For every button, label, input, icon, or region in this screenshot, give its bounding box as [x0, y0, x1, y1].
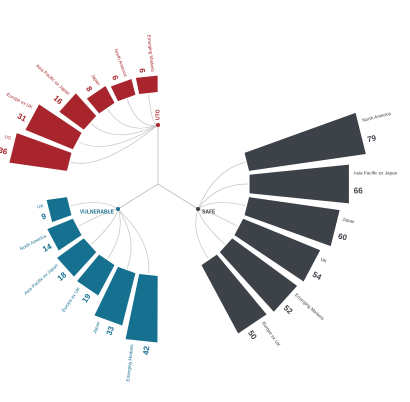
value-label-uto-japan: 8 — [84, 85, 94, 94]
value-label-uto-europe-ex-uk: 31 — [16, 111, 29, 123]
bar-uto-asia-pacific-ex-japan — [59, 93, 97, 130]
connector-safe-japan — [197, 202, 246, 210]
connector-safe-emerging-markets — [197, 208, 226, 245]
bar-uto-japan — [86, 86, 115, 114]
bar-safe-north-america — [244, 112, 366, 171]
connector-safe-europe-ex-uk — [195, 208, 209, 259]
category-label-safe-japan: Japan — [342, 216, 356, 224]
bar-safe-uk — [234, 218, 321, 282]
hub-spoke-vulnerable — [117, 183, 159, 210]
category-label-uto-japan: Japan — [90, 73, 101, 87]
category-label-vulnerable-japan: Japan — [92, 320, 101, 334]
bar-safe-emerging-markets — [219, 238, 298, 312]
value-label-safe-north-america: 79 — [366, 133, 377, 144]
value-label-safe-japan: 60 — [337, 232, 348, 243]
group-label-vulnerable: VULNERABLE — [80, 209, 115, 215]
connector-vulnerable-asia-pacific-ex-japan — [90, 208, 119, 245]
category-label-safe-emerging-markets: Emerging Markets — [294, 292, 326, 321]
category-label-vulnerable-uk: UK — [37, 203, 45, 210]
category-label-vulnerable-europe-ex-uk: Europe ex UK — [61, 286, 82, 313]
connector-vulnerable-uk — [70, 202, 119, 210]
bar-vulnerable-north-america — [47, 218, 82, 251]
connector-safe-north-america — [197, 161, 246, 210]
hub-dot-vulnerable — [116, 207, 120, 211]
category-label-uto-us: US — [4, 134, 11, 140]
connector-uto-north-america — [126, 99, 159, 126]
bar-vulnerable-uk — [46, 197, 72, 223]
value-label-uto-asia-pacific-ex-japan: 16 — [52, 94, 65, 107]
bar-safe-europe-ex-uk — [201, 254, 267, 334]
category-label-uto-emerging-markets: Emerging Markets — [146, 34, 155, 72]
bar-vulnerable-emerging-markets — [125, 274, 158, 343]
category-label-uto-asia-pacific-ex-japan: Asia Pacific ex Japan — [35, 63, 71, 96]
value-label-vulnerable-emerging-markets: 42 — [141, 345, 151, 355]
bars — [9, 75, 366, 343]
connector-lines — [70, 94, 249, 274]
group-hubs: UTO SAFE VULNERABLE — [80, 109, 216, 215]
bar-vulnerable-asia-pacific-ex-japan — [57, 238, 97, 277]
bar-uto-north-america — [110, 78, 136, 102]
category-label-safe-north-america: North America — [362, 111, 392, 123]
value-label-vulnerable-uk: 9 — [41, 212, 48, 222]
value-label-safe-uk: 54 — [311, 270, 324, 282]
connector-safe-asia-pacific-ex-japan — [197, 183, 249, 210]
connector-uto-japan — [107, 109, 159, 129]
connector-vulnerable-europe-ex-uk — [107, 208, 121, 259]
connector-vulnerable-japan — [117, 208, 132, 269]
value-label-vulnerable-europe-ex-uk: 19 — [80, 292, 93, 305]
bar-safe-asia-pacific-ex-japan — [249, 164, 349, 204]
bar-uto-emerging-markets — [135, 75, 158, 94]
value-label-safe-asia-pacific-ex-japan: 66 — [354, 187, 363, 196]
value-label-vulnerable-north-america: 14 — [41, 242, 54, 254]
connector-vulnerable-north-america — [78, 208, 119, 227]
value-label-safe-emerging-markets: 52 — [282, 303, 295, 316]
value-label-uto-emerging-markets: 6 — [137, 68, 146, 74]
hub-dot-safe — [196, 207, 200, 211]
connector-vulnerable-emerging-markets — [117, 208, 150, 274]
value-label-vulnerable-japan: 33 — [105, 325, 117, 337]
connector-uto-us — [70, 124, 159, 164]
hub-spoke-safe — [157, 183, 199, 210]
hub-dot-uto — [156, 123, 160, 127]
category-label-safe-asia-pacific-ex-japan: Asia Pacific ex Japan — [354, 170, 398, 175]
bar-safe-japan — [244, 197, 340, 247]
category-label-safe-uk: UK — [320, 257, 329, 265]
category-label-safe-europe-ex-uk: Europe ex UK — [261, 321, 282, 348]
bar-uto-europe-ex-uk — [25, 104, 82, 150]
bar-uto-us — [9, 133, 72, 171]
connector-uto-asia-pacific-ex-japan — [90, 123, 159, 136]
group-label-uto: UTO — [155, 109, 161, 120]
connector-uto-europe-ex-uk — [78, 124, 159, 147]
group-label-safe: SAFE — [202, 209, 216, 215]
category-label-vulnerable-asia-pacific-ex-japan: Asia Pacific ex Japan — [23, 263, 59, 296]
value-label-uto-us: 36 — [0, 146, 9, 157]
category-label-uto-europe-ex-uk: Europe ex UK — [6, 92, 34, 110]
category-label-vulnerable-emerging-markets: Emerging Markets — [125, 343, 134, 381]
category-label-uto-north-america: North America — [113, 48, 128, 77]
connector-safe-uk — [197, 208, 238, 227]
value-label-vulnerable-asia-pacific-ex-japan: 18 — [56, 270, 69, 283]
bar-vulnerable-europe-ex-uk — [77, 254, 115, 296]
value-label-safe-europe-ex-uk: 50 — [246, 329, 259, 342]
bar-vulnerable-japan — [94, 266, 136, 326]
value-label-uto-north-america: 6 — [110, 74, 120, 82]
